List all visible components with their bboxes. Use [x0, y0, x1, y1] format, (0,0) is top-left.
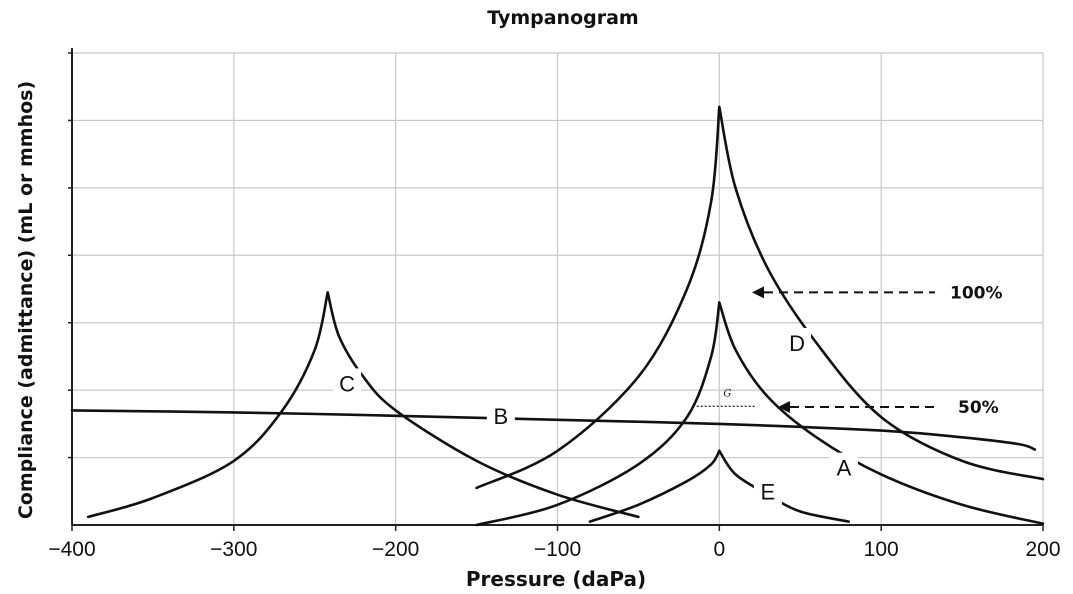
x-tick-label: −300 [210, 538, 257, 561]
annotations: 100% 50% G [696, 283, 1003, 418]
curve-label-bg [753, 476, 782, 505]
grid [71, 52, 1044, 526]
x-axis-label: Pressure (daPa) [466, 567, 646, 591]
series-line-c [86, 291, 640, 519]
curve-label-bg [486, 400, 515, 429]
curve-label-bg [829, 452, 858, 481]
x-tick-label: 0 [713, 538, 725, 561]
curve-label-bg [783, 327, 812, 356]
x-tick-labels: −400 −300 −200 −100 0 100 200 [48, 538, 1060, 561]
x-tick-label: 200 [1025, 538, 1060, 561]
series-line-b [70, 409, 1037, 451]
arrow-head [752, 286, 764, 299]
curve-label-b: B [494, 404, 509, 429]
series-group [70, 105, 1045, 527]
x-tick-label: −200 [372, 538, 419, 561]
curve-labels: A B C D E [333, 327, 858, 505]
label-100-percent: 100% [950, 283, 1003, 303]
y-axis-label: Compliance (admittance) (mL or mmhos) [15, 81, 37, 519]
curve-label-e: E [761, 479, 776, 504]
arrow-head [778, 401, 790, 413]
x-tick-label: −400 [48, 538, 95, 561]
x-tick-label: −100 [534, 538, 581, 561]
label-50-percent: 50% [958, 398, 999, 418]
series-line-d [475, 105, 1045, 490]
series-line-a [475, 301, 1045, 527]
curve-label-c: C [339, 371, 355, 396]
x-tick-label: 100 [864, 538, 899, 561]
axes [68, 48, 1044, 531]
gradient-label: G [723, 388, 731, 399]
chart-title: Tympanogram [487, 7, 638, 29]
curve-label-d: D [789, 331, 805, 356]
curve-label-a: A [837, 456, 852, 481]
curve-label-bg [333, 368, 362, 397]
